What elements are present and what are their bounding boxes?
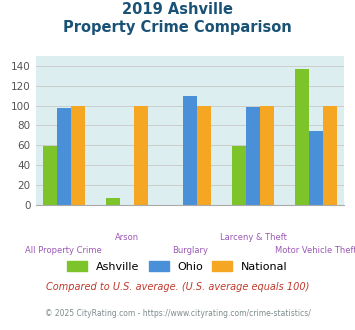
Text: Property Crime Comparison: Property Crime Comparison: [63, 20, 292, 35]
Text: © 2025 CityRating.com - https://www.cityrating.com/crime-statistics/: © 2025 CityRating.com - https://www.city…: [45, 309, 310, 317]
Text: Larceny & Theft: Larceny & Theft: [219, 233, 286, 242]
Text: All Property Crime: All Property Crime: [26, 246, 102, 255]
Bar: [309, 131, 323, 205]
Text: 2019 Ashville: 2019 Ashville: [122, 2, 233, 16]
Bar: [295, 69, 309, 205]
Text: Arson: Arson: [115, 233, 139, 242]
Legend: Ashville, Ohio, National: Ashville, Ohio, National: [63, 256, 292, 276]
Bar: [197, 106, 211, 205]
Bar: [106, 198, 120, 205]
Text: Compared to U.S. average. (U.S. average equals 100): Compared to U.S. average. (U.S. average …: [46, 282, 309, 292]
Text: Motor Vehicle Theft: Motor Vehicle Theft: [275, 246, 355, 255]
Bar: [323, 106, 337, 205]
Bar: [232, 146, 246, 205]
Bar: [260, 106, 274, 205]
Bar: [57, 108, 71, 205]
Text: Burglary: Burglary: [172, 246, 208, 255]
Bar: [246, 107, 260, 205]
Bar: [43, 146, 57, 205]
Bar: [183, 96, 197, 205]
Bar: [71, 106, 84, 205]
Bar: [134, 106, 148, 205]
